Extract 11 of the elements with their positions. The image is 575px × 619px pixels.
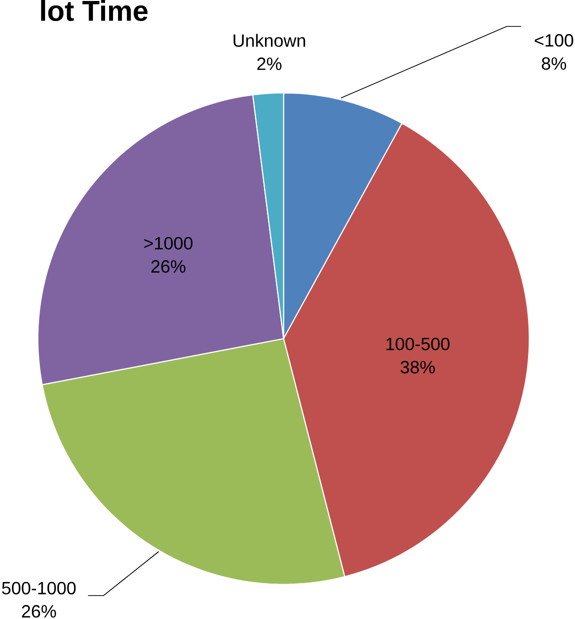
data-label: 2% [257, 58, 282, 70]
chart-title: lot Time [41, 0, 148, 22]
data-label: 8% [542, 57, 566, 70]
data-label: 26% [151, 260, 186, 273]
slice-label: <100 [534, 34, 574, 47]
slice-label: Unknown [234, 34, 305, 47]
data-label: 38% [400, 360, 435, 374]
slice-label: 500-1000 [2, 582, 76, 594]
slice-label: 100-500 [386, 338, 450, 350]
slice-label: >1000 [144, 236, 192, 250]
data-label: 26% [22, 605, 56, 618]
